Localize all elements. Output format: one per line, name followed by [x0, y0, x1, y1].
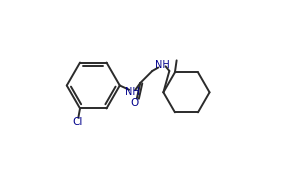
Text: O: O — [130, 98, 138, 108]
Text: NH: NH — [125, 87, 140, 97]
Text: Cl: Cl — [73, 117, 83, 127]
Text: NH: NH — [155, 60, 170, 70]
